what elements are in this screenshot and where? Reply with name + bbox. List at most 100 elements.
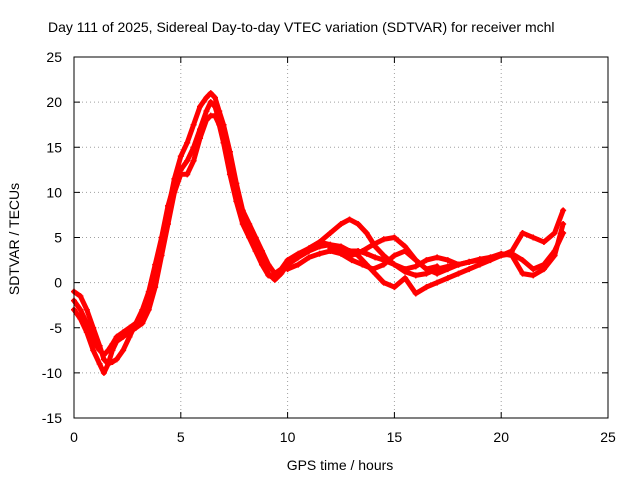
data-point — [96, 360, 103, 367]
data-point — [184, 171, 191, 178]
data-point — [476, 261, 483, 268]
data-point — [391, 284, 398, 291]
data-point — [284, 266, 291, 273]
data-point — [207, 99, 214, 106]
data-point — [203, 94, 210, 101]
data-point — [203, 108, 210, 115]
data-point — [100, 369, 107, 376]
x-axis-label: GPS time / hours — [287, 457, 394, 473]
x-tick-label: 5 — [177, 429, 185, 445]
data-point — [77, 315, 84, 322]
data-point — [370, 266, 377, 273]
data-point — [466, 258, 473, 265]
data-point — [316, 250, 323, 257]
data-point — [530, 266, 537, 273]
data-point — [197, 135, 204, 142]
data-point — [90, 347, 97, 354]
data-point — [412, 263, 419, 270]
data-point — [258, 261, 265, 268]
data-point — [226, 171, 233, 178]
data-point — [348, 252, 355, 259]
data-point — [434, 263, 441, 270]
data-point — [109, 347, 116, 354]
data-point — [434, 270, 441, 277]
data-point — [455, 270, 462, 277]
data-point — [380, 236, 387, 243]
data-point — [402, 275, 409, 282]
data-point — [158, 252, 165, 259]
x-tick-label: 20 — [493, 429, 509, 445]
chart-title: Day 111 of 2025, Sidereal Day-to-day VTE… — [48, 19, 555, 35]
data-point — [363, 250, 370, 257]
data-point — [284, 259, 291, 266]
data-point — [372, 254, 379, 261]
data-point — [412, 257, 419, 264]
data-point — [77, 306, 84, 313]
data-point — [113, 338, 120, 345]
y-tick-label: -5 — [50, 320, 63, 336]
data-point — [391, 234, 398, 241]
data-point — [203, 117, 210, 124]
data-point — [152, 284, 159, 291]
data-point — [444, 266, 451, 273]
data-point — [363, 229, 370, 236]
data-point — [120, 333, 127, 340]
data-point — [560, 220, 567, 227]
data-point — [423, 284, 430, 291]
data-point — [211, 103, 218, 110]
data-point — [370, 241, 377, 248]
data-point — [278, 268, 285, 275]
data-point — [487, 257, 494, 264]
data-point — [177, 171, 184, 178]
data-point — [83, 306, 90, 313]
data-point — [519, 257, 526, 264]
data-point — [346, 216, 353, 223]
data-point — [164, 220, 171, 227]
data-point — [145, 306, 152, 313]
data-point — [271, 275, 278, 282]
data-point — [551, 248, 558, 255]
data-point — [152, 261, 159, 268]
data-point — [305, 254, 312, 261]
data-point — [380, 261, 387, 268]
data-point — [338, 248, 344, 255]
data-point — [96, 342, 103, 349]
x-tick-label: 0 — [70, 429, 78, 445]
series-line-track-c — [71, 113, 566, 376]
data-point — [423, 266, 430, 273]
data-point — [220, 139, 227, 146]
data-point — [139, 306, 146, 313]
data-point — [498, 252, 505, 259]
data-point — [391, 261, 398, 268]
data-point — [295, 252, 302, 259]
data-point — [139, 320, 146, 327]
data-point — [455, 261, 462, 268]
x-tick-label: 10 — [280, 429, 296, 445]
data-point — [216, 121, 223, 128]
data-point — [77, 293, 84, 300]
data-point — [83, 329, 90, 336]
data-point — [444, 257, 451, 264]
data-point — [380, 279, 387, 286]
y-axis-label: SDTVAR / TECUs — [6, 183, 22, 295]
data-point — [466, 266, 473, 273]
data-point — [132, 324, 139, 331]
data-point — [359, 248, 366, 255]
y-tick-label: 25 — [46, 49, 62, 65]
data-point — [252, 248, 259, 255]
data-point — [551, 229, 558, 236]
data-point — [355, 220, 362, 227]
data-point — [305, 245, 312, 252]
data-point — [540, 239, 547, 246]
data-point — [327, 245, 334, 252]
data-point — [126, 329, 133, 336]
data-point — [434, 254, 441, 261]
data-point — [359, 261, 366, 268]
data-point — [197, 103, 204, 110]
data-point — [508, 250, 515, 257]
x-tick-label: 15 — [387, 429, 403, 445]
data-point — [295, 261, 302, 268]
data-point — [246, 234, 253, 241]
data-point — [391, 252, 398, 259]
